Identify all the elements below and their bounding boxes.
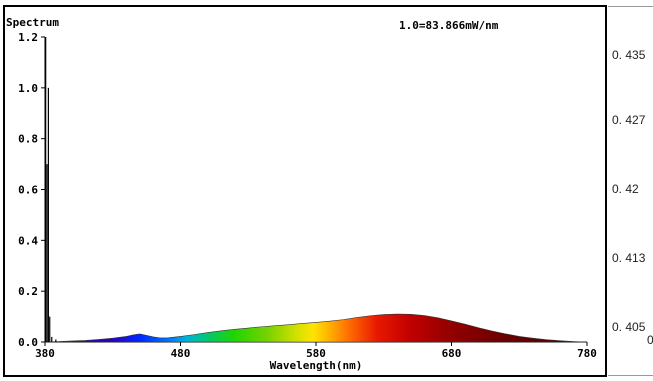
- scale-annotation: 1.0=83.866mW/nm: [399, 19, 499, 32]
- chart-frame: [3, 5, 607, 377]
- y-tick-label: 0.8: [18, 133, 38, 146]
- right-axis-tick-label: 0. 413: [612, 251, 646, 265]
- y-tick-label: 0.2: [18, 285, 38, 298]
- spectrum-area: [44, 313, 588, 343]
- spectrum-series-area: [44, 313, 588, 343]
- chart-title: Spectrum: [6, 16, 59, 29]
- right-axis-tick-label: 0. 42: [612, 182, 639, 196]
- right-axis-cropped-label: 0: [647, 333, 653, 347]
- y-tick-label: 0.0: [18, 336, 38, 349]
- x-tick-label: 480: [171, 347, 191, 360]
- y-tick-label: 1.0: [18, 82, 38, 95]
- y-tick-label: 0.6: [18, 184, 38, 197]
- y-tick-label: 0.4: [18, 234, 38, 247]
- right-panel-rule-top: [608, 6, 653, 7]
- x-tick-label: 380: [35, 347, 55, 360]
- y-tick-label: 1.2: [18, 31, 38, 44]
- right-axis-tick-label: 0. 435: [612, 48, 646, 62]
- right-axis-tick-label: 0. 405: [612, 320, 646, 334]
- x-tick-label: 780: [577, 347, 597, 360]
- right-panel-rule-bottom: [608, 375, 653, 376]
- axes: 0.0 0.2 0.4 0.6 0.8 1.0 1.2 380 480 580 680 780: [18, 31, 597, 360]
- spectrum-spikes: [45, 37, 57, 342]
- x-tick-label: 680: [442, 347, 462, 360]
- x-axis-label: Wavelength(nm): [270, 359, 363, 372]
- x-tick-label: 580: [306, 347, 326, 360]
- right-axis-tick-label: 0. 427: [612, 113, 646, 127]
